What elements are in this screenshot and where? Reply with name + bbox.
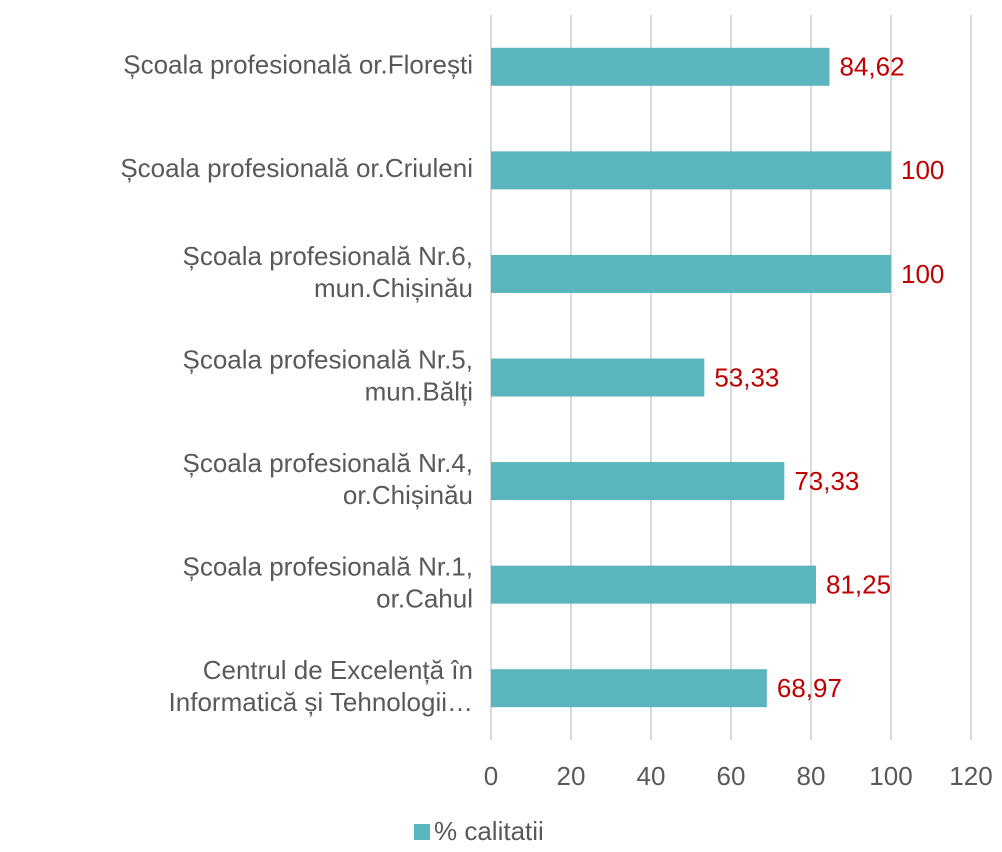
value-label: 73,33 <box>794 466 859 496</box>
bar <box>491 669 767 708</box>
y-tick-label: Școala profesională Nr.6, mun.Chișinău <box>182 241 473 303</box>
value-label: 100 <box>901 259 944 289</box>
x-tick-label: 20 <box>557 761 586 791</box>
y-tick-label: Școala profesională or.Florești <box>123 50 473 80</box>
bar <box>491 47 830 86</box>
x-tick-label: 0 <box>484 761 498 791</box>
x-tick-label: 120 <box>949 761 992 791</box>
y-tick-label: Școala profesională Nr.5, mun.Bălți <box>182 344 473 406</box>
legend-swatch <box>414 824 430 840</box>
x-tick-label: 60 <box>717 761 746 791</box>
bar <box>491 565 816 604</box>
x-tick-label: 80 <box>797 761 826 791</box>
value-label: 84,62 <box>839 52 904 82</box>
y-tick-label: Școala profesională Nr.1, or.Cahul <box>182 552 473 614</box>
y-tick-label: Centrul de Excelență în Informatică și Te… <box>169 655 473 717</box>
legend-label: % calitatii <box>434 816 544 846</box>
bar <box>491 151 891 190</box>
bar <box>491 254 891 293</box>
value-label: 68,97 <box>777 673 842 703</box>
value-label: 53,33 <box>714 362 779 392</box>
value-label: 81,25 <box>826 570 891 600</box>
x-tick-label: 40 <box>637 761 666 791</box>
bar <box>491 462 785 501</box>
value-label: 100 <box>901 155 944 185</box>
bar <box>491 358 705 397</box>
y-tick-label: Școala profesională Nr.4, or.Chișinău <box>182 448 473 510</box>
x-tick-label: 100 <box>869 761 912 791</box>
y-tick-label: Școala profesională or.Criuleni <box>120 153 473 183</box>
